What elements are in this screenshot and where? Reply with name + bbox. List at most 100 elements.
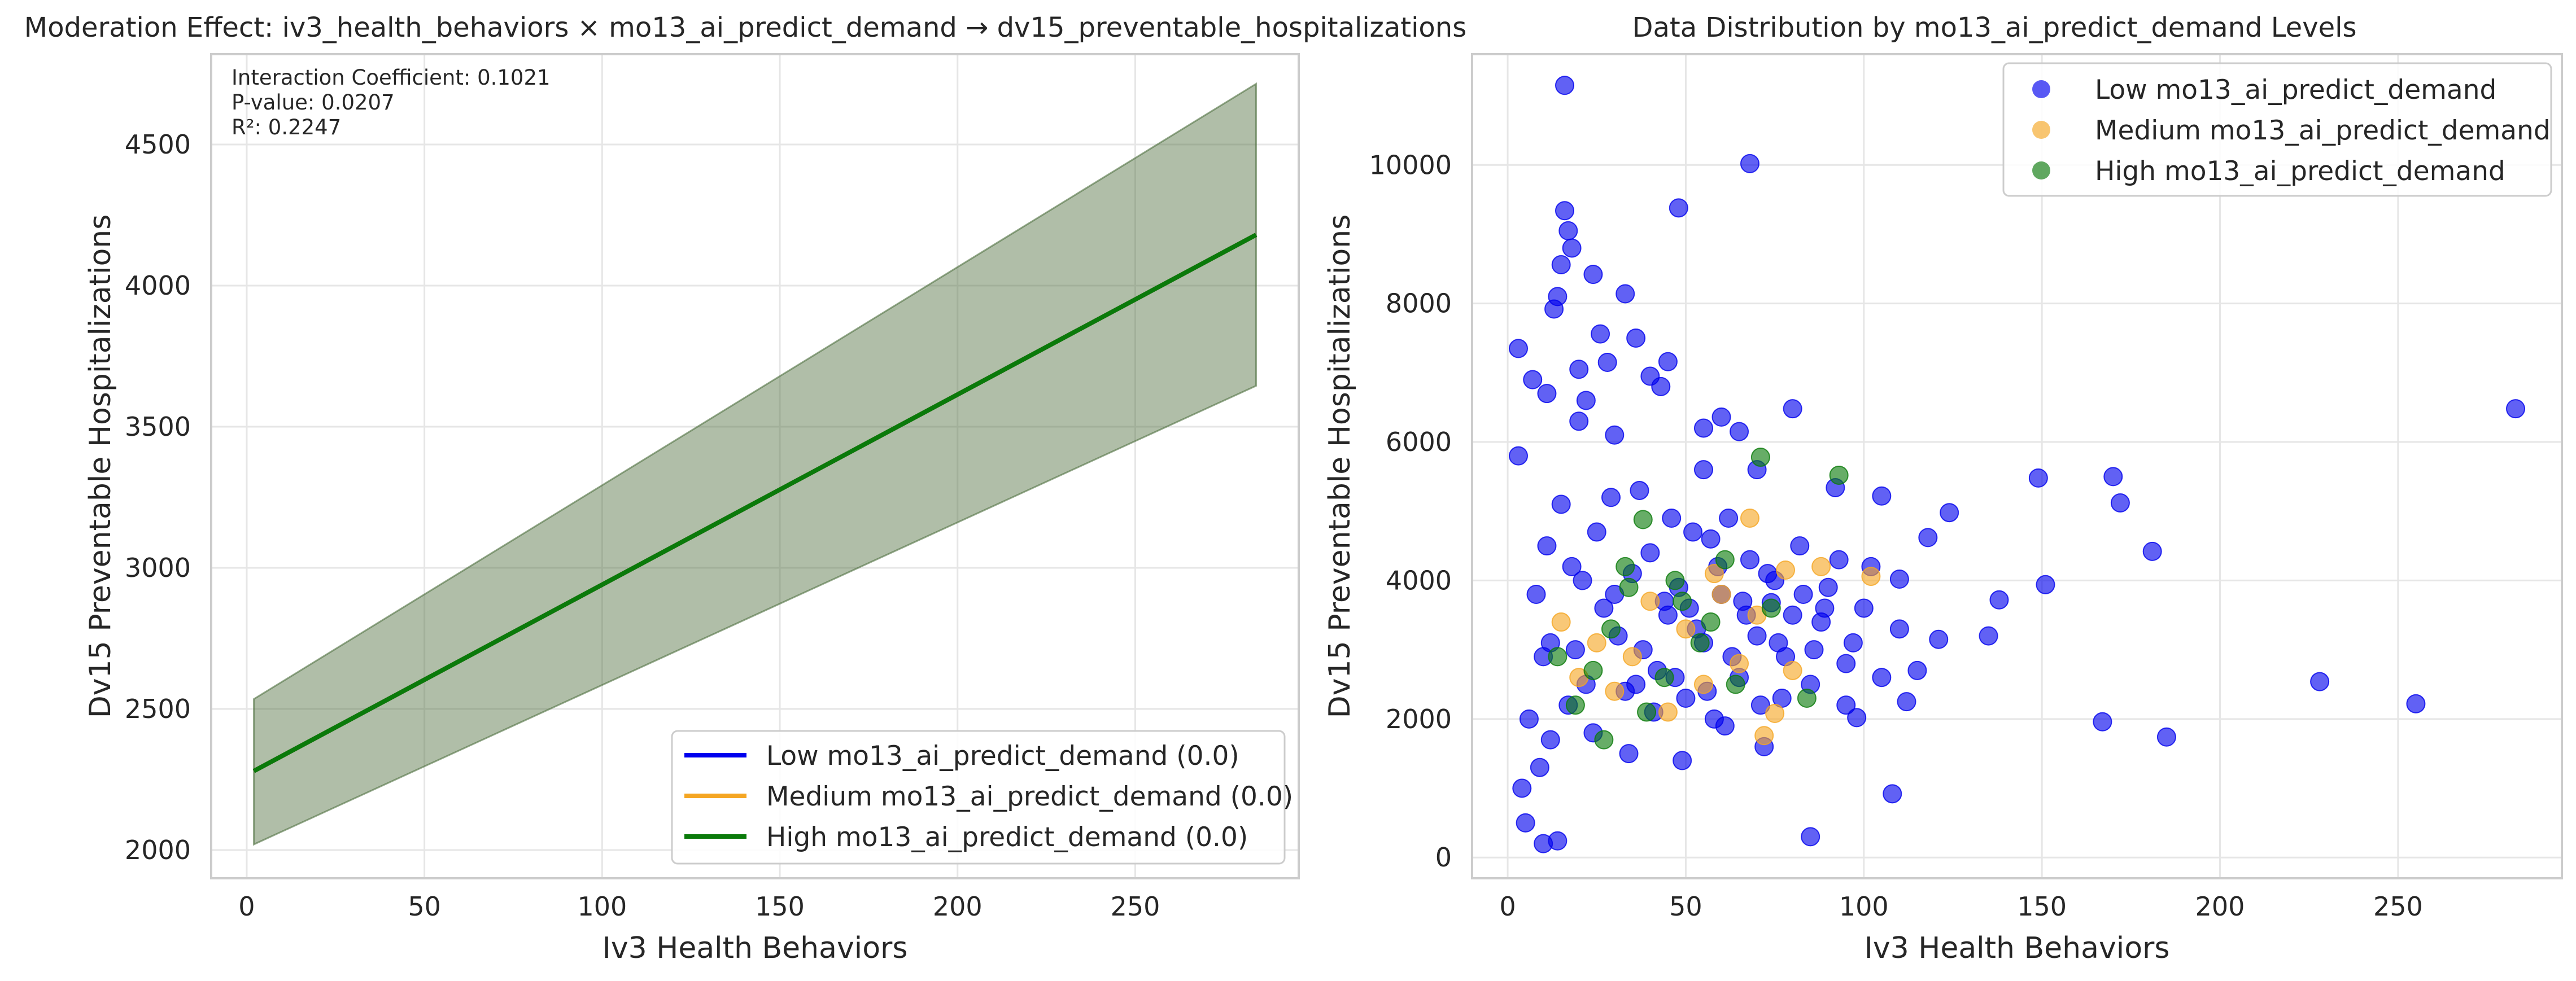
y-tick-label: 2500 (125, 694, 191, 724)
scatter-point-low (1815, 598, 1835, 618)
x-tick-label: 100 (1839, 891, 1889, 922)
scatter-point-low (1530, 757, 1549, 777)
scatter-point-low (1576, 391, 1596, 410)
scatter-point-low (1918, 528, 1938, 548)
chart-title: Data Distribution by mo13_ai_predict_dem… (1632, 12, 2357, 43)
scatter-point-low (2310, 672, 2330, 691)
scatter-point-medium (1693, 675, 1713, 694)
x-tick-label: 200 (2195, 891, 2245, 922)
scatter-point-low (2142, 541, 2162, 561)
scatter-point-low (1551, 255, 1571, 274)
scatter-point-low (2506, 399, 2526, 419)
scatter-point-low (1711, 407, 1731, 427)
y-tick-labels: 2000 2500 3000 3500 4000 4500 (125, 129, 191, 865)
scatter-point-low (1537, 384, 1557, 404)
annotation-pvalue: P-value: 0.0207 (232, 90, 395, 115)
chart-title: Moderation Effect: iv3_health_behaviors … (24, 12, 1466, 43)
scatter-points (1508, 76, 2526, 853)
scatter-point-low (1883, 784, 1902, 804)
plot-frame (1471, 53, 2563, 879)
scatter-point-low (1630, 480, 1649, 500)
scatter-point-low (1829, 550, 1849, 570)
x-axis-label: Iv3 Health Behaviors (602, 931, 908, 965)
confidence-band (253, 82, 1257, 846)
x-tick-labels: 0 50 100 150 200 250 (1499, 891, 2422, 922)
scatter-point-low (1573, 571, 1592, 590)
scatter-point-low (1512, 778, 1532, 798)
y-tick-label: 8000 (1386, 288, 1452, 319)
scatter-point-medium (1551, 612, 1571, 632)
scatter-point-high (1750, 448, 1770, 467)
scatter-point-low (1555, 76, 1574, 95)
x-axis-label: Iv3 Health Behaviors (1865, 931, 2170, 965)
scatter-point-high (1583, 660, 1603, 680)
grid (211, 54, 1299, 878)
x-tick-label: 150 (2017, 891, 2067, 922)
scatter-point-medium (1622, 647, 1642, 667)
y-tick-label: 0 (1435, 842, 1452, 873)
scatter-point-low (1558, 221, 1578, 240)
scatter-point-high (1797, 689, 1817, 708)
scatter-point-low (1683, 522, 1703, 542)
scatter-point-low (2103, 467, 2123, 487)
scatter-point-medium (1711, 584, 1731, 604)
legend-label-high: High mo13_ai_predict_demand (0.0) (766, 822, 1248, 853)
plot-frame (210, 53, 1300, 879)
scatter-point-medium (1811, 557, 1831, 576)
scatter-point-low (2156, 727, 2176, 747)
scatter-point-medium (1676, 619, 1696, 639)
scatter-point-low (1658, 352, 1678, 371)
scatter-point-low (1676, 689, 1696, 708)
legend-box (671, 730, 1286, 865)
y-tick-label: 6000 (1386, 427, 1452, 457)
moderation-effect-chart: Moderation Effect: iv3_health_behaviors … (24, 12, 1466, 965)
scatter-point-low (1783, 605, 1802, 625)
scatter-point-low (1569, 411, 1589, 431)
scatter-point-medium (1605, 681, 1625, 701)
scatter-point-low (1836, 695, 1856, 715)
scatter-point-low (1719, 509, 1739, 528)
scatter-point-low (1804, 640, 1824, 660)
scatter-point-medium (1765, 704, 1785, 723)
x-tick-labels: 0 50 100 150 200 250 (238, 891, 1160, 922)
scatter-point-low (2110, 493, 2130, 513)
scatter-point-high (1701, 612, 1721, 632)
scatter-point-low (1818, 577, 1838, 597)
scatter-point-medium (1754, 726, 1774, 746)
scatter-point-low (1616, 284, 1635, 304)
x-tick-label: 100 (577, 891, 627, 922)
y-tick-label: 2000 (125, 835, 191, 865)
scatter-point-low (1889, 619, 1909, 639)
scatter-point-high (1633, 510, 1653, 529)
scatter-point-low (1565, 640, 1585, 660)
scatter-point-high (1548, 647, 1568, 667)
scatter-point-high (1594, 730, 1614, 750)
scatter-point-low (1662, 509, 1682, 528)
scatter-point-low (1555, 201, 1574, 221)
scatter-point-low (1693, 418, 1713, 438)
scatter-point-medium (1740, 509, 1759, 528)
legend-label-low: Low mo13_ai_predict_demand (0.0) (766, 741, 1239, 772)
scatter-point-low (1783, 399, 1802, 419)
y-tick-label: 3500 (125, 411, 191, 442)
scatter-point-low (1793, 584, 1813, 604)
scatter-point-high (1619, 577, 1639, 597)
scatter-point-medium (1861, 567, 1881, 586)
scatter-point-low (1790, 536, 1810, 556)
scatter-point-low (1758, 564, 1778, 584)
scatter-point-low (1537, 536, 1557, 556)
series-lines (252, 233, 1258, 773)
scatter-point-low (1605, 425, 1625, 445)
scatter-point-medium (1587, 633, 1606, 652)
scatter-point-low (1929, 629, 1949, 649)
scatter-point-low (1740, 550, 1759, 570)
scatter-point-low (1897, 692, 1916, 712)
scatter-point-low (1979, 626, 1998, 646)
scatter-point-low (1548, 831, 1568, 851)
scatter-point-medium (1730, 654, 1749, 673)
scatter-point-high (1673, 592, 1692, 611)
scatter-point-low (1854, 598, 1874, 618)
scatter-point-low (1640, 543, 1660, 563)
scatter-point-high (1654, 668, 1674, 687)
